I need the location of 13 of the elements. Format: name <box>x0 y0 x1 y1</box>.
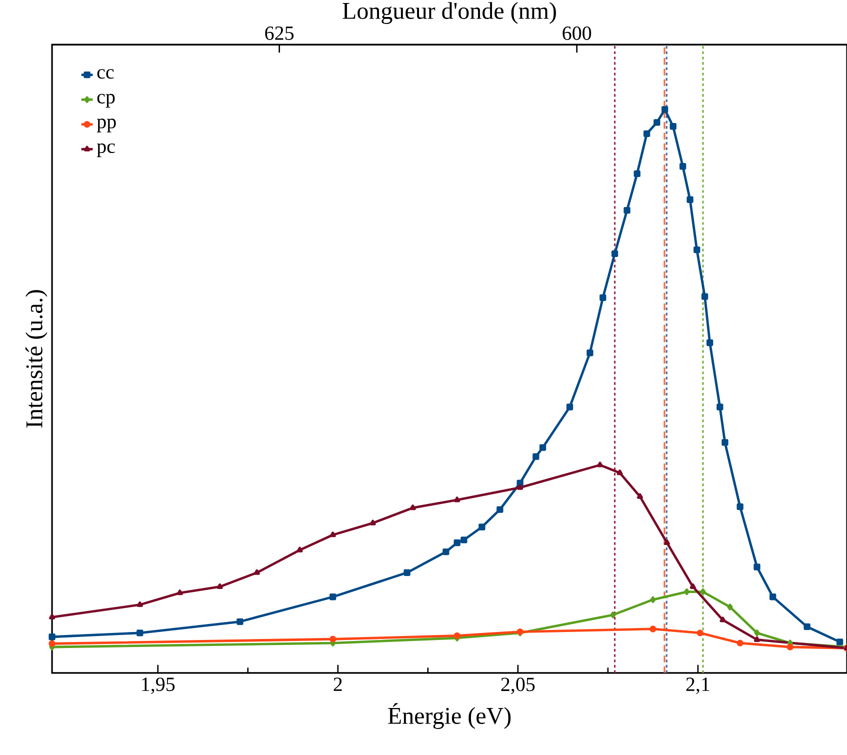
x2-tick-label: 625 <box>265 26 294 40</box>
x-tick-label: 1,95 <box>142 678 175 694</box>
x-tick-label: 2 <box>334 678 342 691</box>
legend-label: cp <box>97 94 115 108</box>
y-axis-title: Intensité (u.a.) <box>26 290 48 428</box>
x2-tick-label: 600 <box>562 26 592 40</box>
x-tick-label: 2,05 <box>501 678 535 694</box>
legend-label: pc <box>96 143 115 158</box>
legend-label: cc <box>97 69 114 79</box>
x-axis-title: Énergie (eV) <box>388 703 511 729</box>
x2-axis-title: Longueur d'onde (nm) <box>342 2 556 24</box>
x-tick-label: 2,1 <box>686 678 710 694</box>
legend-label: pp <box>96 118 116 132</box>
